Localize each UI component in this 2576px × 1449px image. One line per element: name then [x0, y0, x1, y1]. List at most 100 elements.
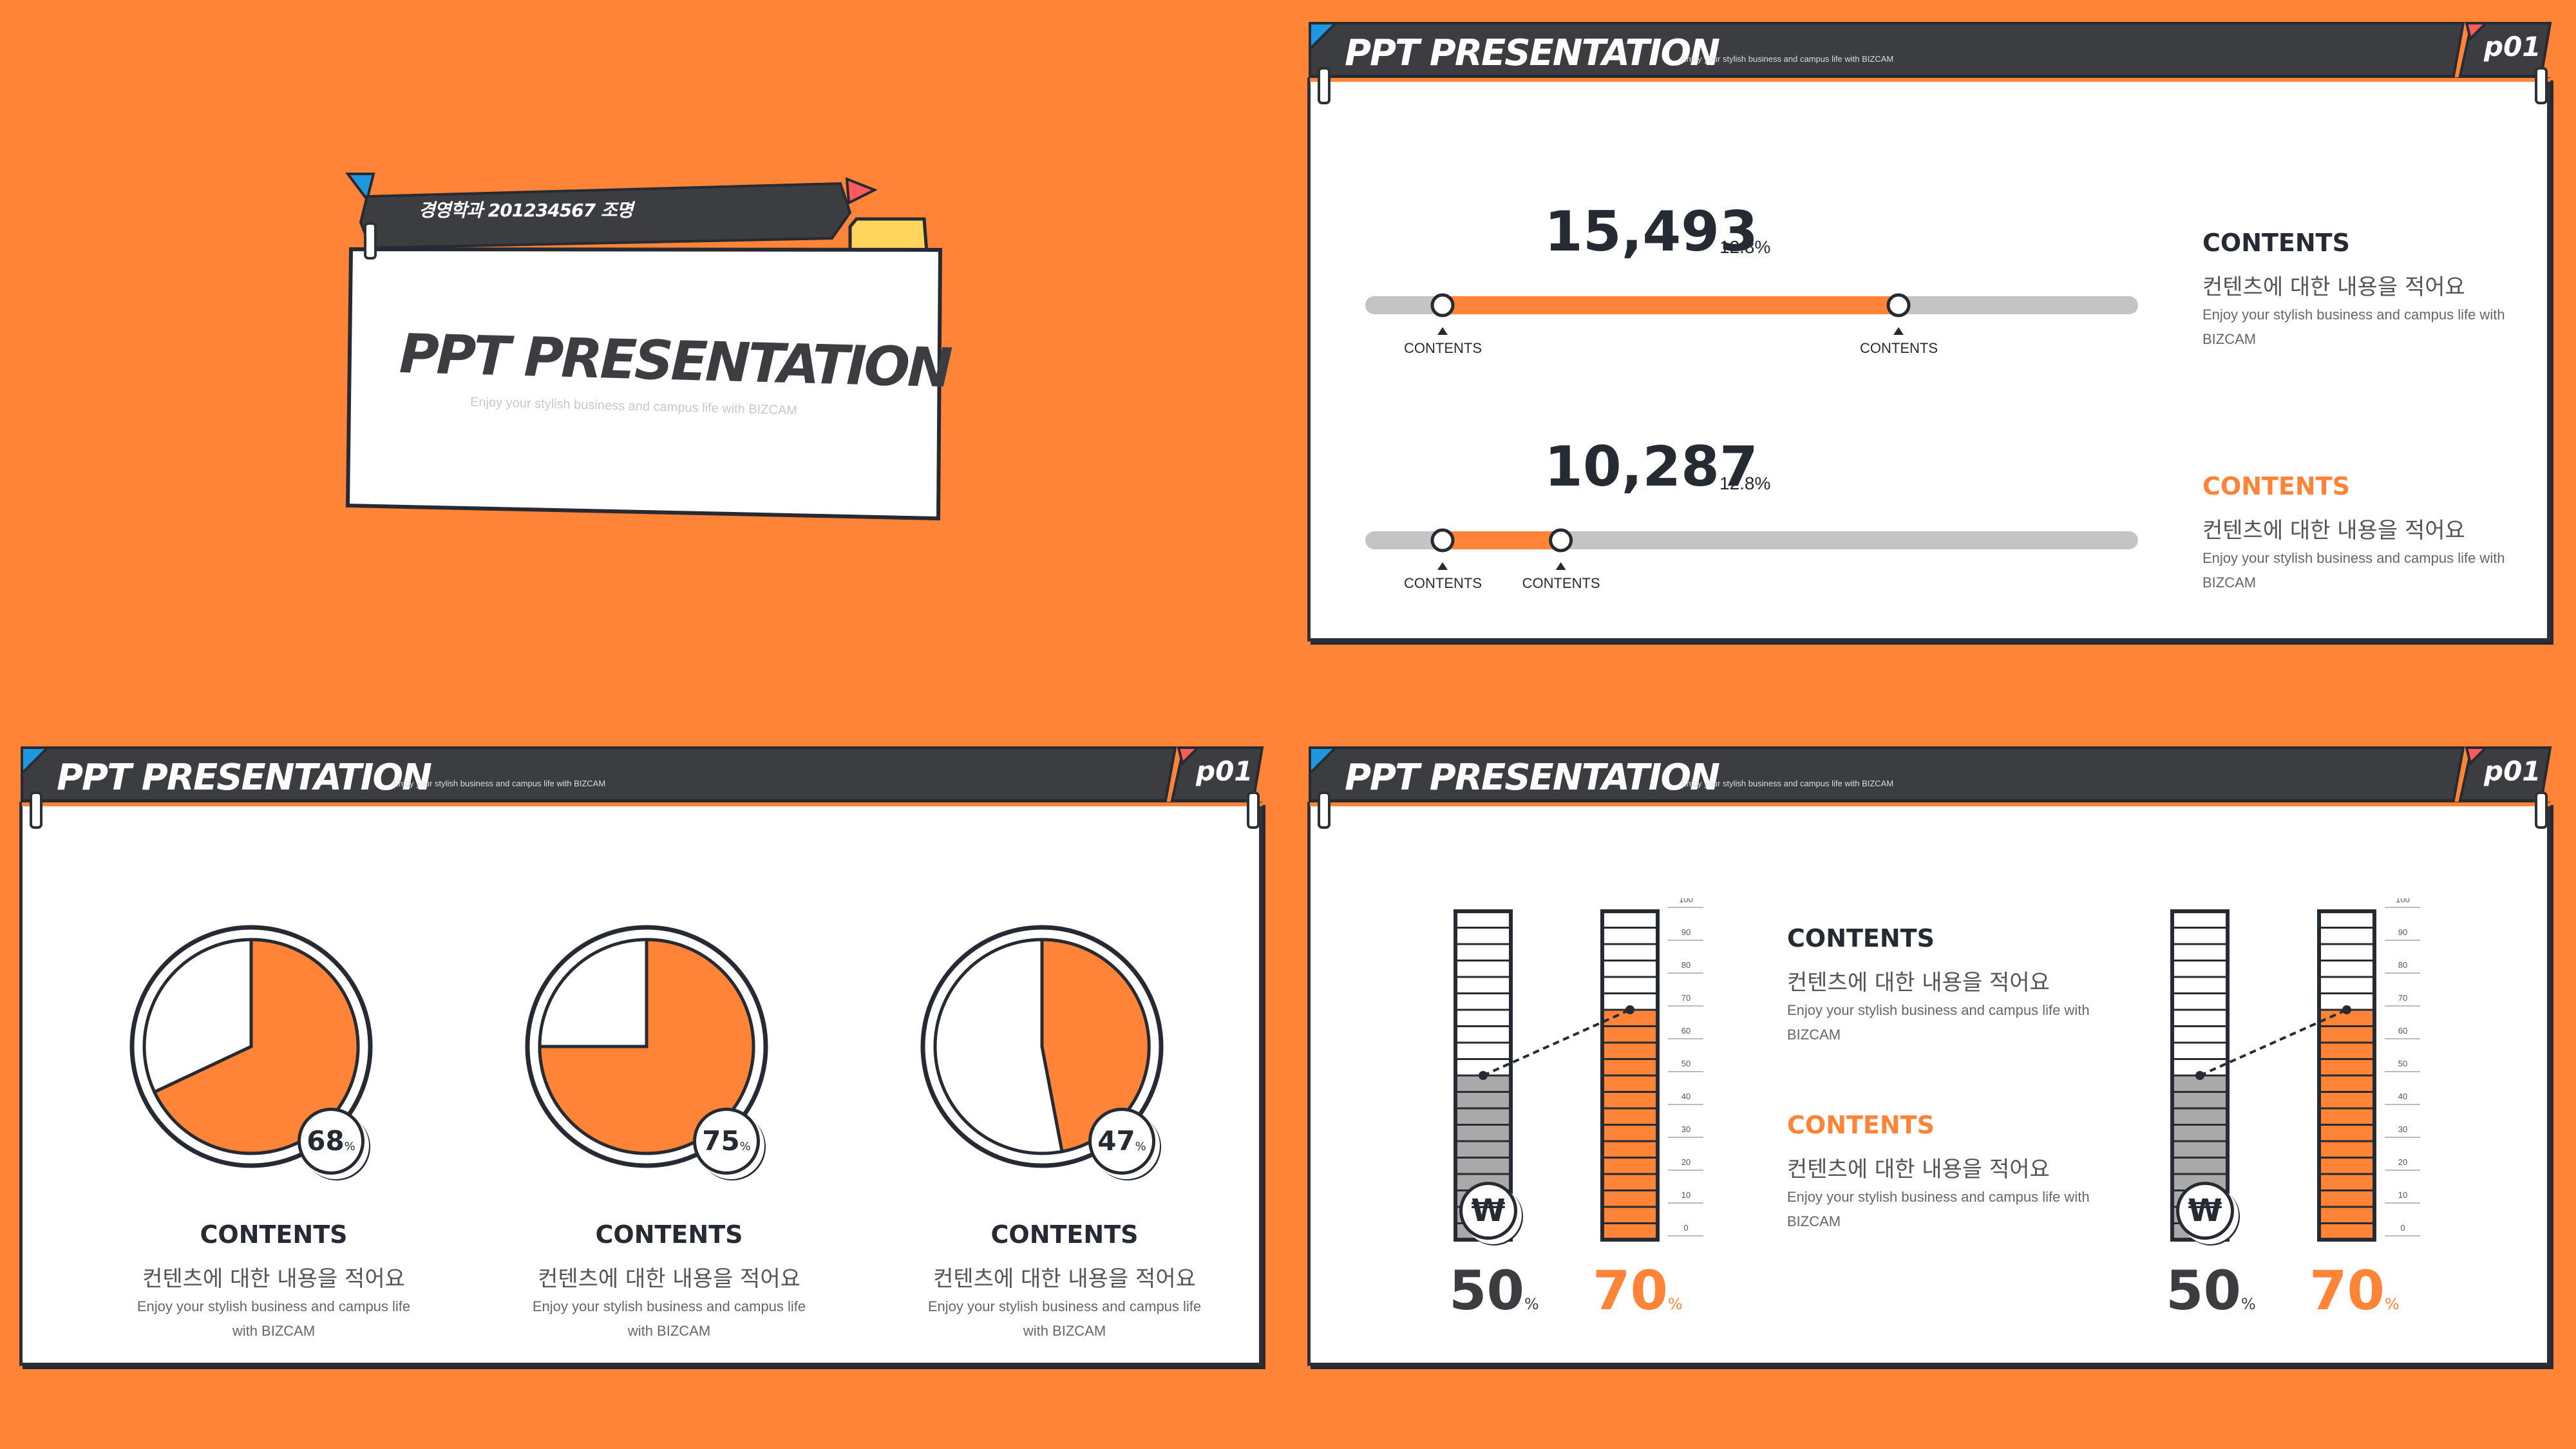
value-a-number: 50	[2166, 1259, 2241, 1322]
row1-start-handle[interactable]	[1430, 293, 1455, 317]
scale-label: 70	[2398, 993, 2407, 1003]
column-b-segment	[2318, 1041, 2376, 1060]
pie-heading: CONTENTS	[595, 1220, 743, 1249]
percent-unit: %	[344, 1140, 355, 1153]
percent-number: 47	[1097, 1125, 1135, 1157]
slide-title: PPT PRESENTATION	[57, 757, 432, 799]
title-card-shapes	[345, 173, 943, 521]
percent-badge: 47%	[1088, 1108, 1155, 1175]
scale-label: 90	[2398, 927, 2407, 937]
column-a-outline	[1454, 909, 1513, 1242]
title-tag: 경영학과 201234567 조명	[419, 200, 633, 221]
slide-subtitle: Enjoy your stylish business and campus l…	[1681, 779, 1894, 788]
column-b-segment	[2318, 1157, 2376, 1175]
column-a-segment	[1454, 1009, 1512, 1027]
scale-label: 80	[2398, 960, 2407, 970]
scale-label: 30	[2398, 1124, 2407, 1134]
row2-end-label: CONTENTS	[1522, 575, 1600, 591]
column-a-segment	[2171, 1091, 2229, 1110]
pie-item-1: 68% CONTENTS 컨텐츠에 대한 내용을 적어요 Enjoy your …	[106, 924, 441, 1339]
column-a-segment	[1454, 927, 1512, 945]
row1-percent: 12.8%	[1719, 237, 1771, 257]
column-b-segment	[1601, 1173, 1659, 1191]
scale-label: 0	[1683, 1223, 1688, 1233]
column-a-segment	[1454, 1025, 1512, 1044]
title-card: 경영학과 201234567 조명 PPT PRESENTATION Enjoy…	[341, 167, 960, 528]
pie-english: Enjoy your stylish business and campus l…	[137, 1298, 411, 1339]
column-b-segment	[1601, 1157, 1659, 1175]
pie-english: Enjoy your stylish business and campus l…	[532, 1298, 806, 1339]
currency-badge: ₩	[2176, 1182, 2234, 1240]
column-b-segment	[2318, 1025, 2376, 1044]
pie-chart	[920, 925, 1164, 1168]
column-b-segment	[2318, 1091, 2376, 1110]
thermo-group-2: 100 90 80 70 60 50 40 30 20 10 0 ₩ 50% 70%	[2127, 898, 2423, 1322]
scale-label: 10	[2398, 1190, 2407, 1200]
percent-unit: %	[739, 1140, 751, 1153]
row1-end-marker	[1893, 327, 1904, 335]
column-b-segment	[1601, 1124, 1659, 1142]
value-a: 50%	[1449, 1259, 1539, 1322]
column-a-segment	[1454, 976, 1512, 994]
column-a-segment	[1454, 1157, 1512, 1175]
column-b-segment	[2318, 1222, 2376, 1241]
item1-english: Enjoy your stylish business and campus l…	[1787, 1002, 2090, 1043]
item2-korean: 컨텐츠에 대한 내용을 적어요	[2202, 518, 2465, 544]
scale-label: 20	[2398, 1157, 2407, 1167]
column-b-segment	[1601, 976, 1659, 994]
won-icon: ₩	[1471, 1193, 1506, 1229]
scale-label: 80	[1681, 960, 1690, 970]
scale-label: 20	[1681, 1157, 1690, 1167]
ring-hook-left	[30, 791, 43, 829]
column-b-segment	[1601, 1206, 1659, 1224]
row2-start-label: CONTENTS	[1404, 575, 1482, 591]
row1-end-handle[interactable]	[1886, 293, 1911, 317]
column-b-segment	[2318, 910, 2376, 929]
column-b-segment	[2318, 943, 2376, 961]
percent-badge: 75%	[693, 1108, 760, 1175]
row2-end-handle[interactable]	[1549, 528, 1573, 553]
ring-hook-left	[1318, 67, 1331, 104]
row2-start-handle[interactable]	[1430, 528, 1455, 553]
column-a-segment	[2171, 1041, 2229, 1060]
column-a-segment	[1454, 943, 1512, 961]
ring-hook	[364, 222, 377, 260]
column-a-segment	[1454, 992, 1512, 1011]
column-b-segment	[1601, 927, 1659, 945]
column-a-segment	[2171, 927, 2229, 945]
column-a-segment	[2171, 960, 2229, 978]
column-b-segment	[1601, 1041, 1659, 1060]
slide-thermometers: PPT PRESENTATION Enjoy your stylish busi…	[1307, 744, 2553, 1368]
column-a-segment	[1454, 1107, 1512, 1126]
column-a-segment	[1454, 1124, 1512, 1142]
page-number: p01	[2484, 755, 2541, 787]
scale-label: 60	[2398, 1026, 2407, 1036]
column-b-segment	[2318, 927, 2376, 945]
column-a-outline	[2170, 909, 2230, 1242]
percent-number: 75	[702, 1125, 740, 1157]
value-b-number: 70	[1593, 1259, 1668, 1322]
row1-fill	[1443, 296, 1899, 314]
column-b-segment	[2318, 976, 2376, 994]
item1-english: Enjoy your stylish business and campus l…	[2202, 307, 2505, 347]
point-a	[2195, 1071, 2204, 1080]
column-a-segment	[2171, 910, 2229, 929]
column-b-segment	[1601, 1189, 1659, 1208]
slide-title: PPT PRESENTATION	[1345, 757, 1720, 799]
column-b-segment	[1601, 1074, 1659, 1093]
row2-fill	[1443, 531, 1561, 549]
item2-heading: CONTENTS	[1787, 1111, 1935, 1139]
value-a-unit: %	[1524, 1295, 1539, 1313]
column-b-segment	[2318, 1074, 2376, 1093]
pie-english: Enjoy your stylish business and campus l…	[927, 1298, 1202, 1339]
value-b-unit: %	[1667, 1295, 1683, 1313]
scale-label: 50	[1681, 1059, 1690, 1068]
column-a-segment	[2171, 1009, 2229, 1027]
column-b-segment	[2318, 1189, 2376, 1208]
ring-hook-left	[1318, 791, 1331, 829]
row2-percent: 12.8%	[1719, 473, 1771, 493]
slide-pies: PPT PRESENTATION Enjoy your stylish busi…	[19, 744, 1265, 1368]
pie-slice	[152, 938, 360, 1155]
page-number: p01	[1196, 755, 1253, 787]
